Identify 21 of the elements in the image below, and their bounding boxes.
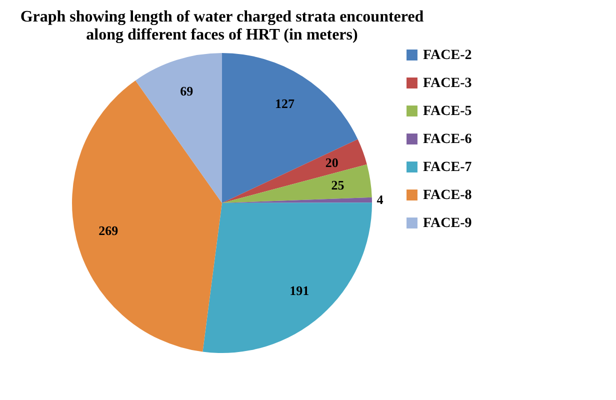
legend-label: FACE-9: [423, 216, 472, 231]
pie-slice: [222, 139, 367, 203]
text: along different faces of HRT (in meters): [86, 26, 358, 44]
legend-label: FACE-8: [423, 188, 472, 203]
legend-label: FACE-3: [423, 76, 472, 91]
data-label: 69: [180, 83, 194, 98]
text: Graph showing length of water charged strata encountered: [20, 8, 424, 26]
data-label: 20: [325, 154, 338, 170]
legend-label: FACE-2: [423, 48, 472, 63]
data-label: 269: [98, 223, 119, 238]
data-label: 4: [376, 192, 384, 207]
data-label: 25: [331, 178, 345, 193]
pie-slice: [72, 80, 222, 352]
data-label: 191: [290, 282, 310, 298]
legend-label: FACE-6: [423, 132, 472, 147]
data-label: 127: [274, 96, 295, 112]
legend-label: FACE-5: [423, 104, 472, 119]
pie-slice: [222, 53, 358, 203]
pie-slice: [202, 202, 372, 353]
legend-label: FACE-7: [423, 160, 472, 175]
pie-slice: [135, 53, 222, 203]
